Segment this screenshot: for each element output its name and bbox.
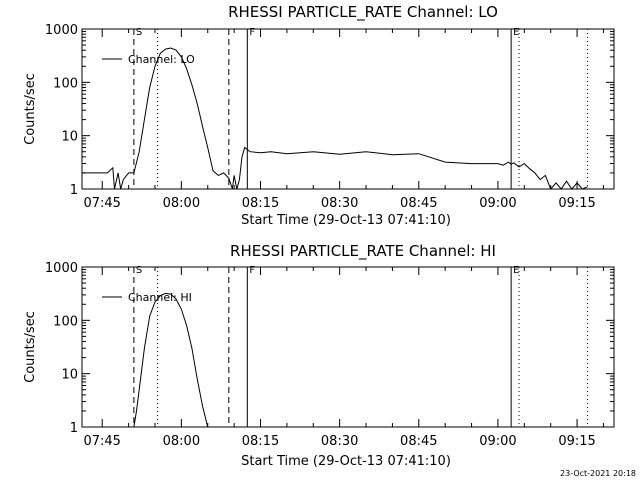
plot-frame — [81, 266, 615, 428]
y-tick-label: 100 — [53, 314, 78, 329]
event-marker-label: S — [136, 265, 142, 276]
lo-y-axis-label: Counts/sec — [23, 73, 38, 145]
lo-legend-label: Channel: LO — [128, 53, 195, 66]
date-stamp: 23-Oct-2021 20:18 — [560, 469, 636, 478]
x-tick-label: 08:15 — [242, 196, 279, 211]
y-tick-label: 10 — [61, 368, 78, 383]
x-tick-label: 08:00 — [163, 196, 200, 211]
y-tick-label: 100 — [53, 76, 78, 91]
y-tick-label: 1000 — [45, 261, 78, 276]
x-tick-label: 08:30 — [321, 196, 358, 211]
event-marker-label: F — [249, 265, 255, 276]
x-tick-label: 08:15 — [242, 434, 279, 449]
series-line — [82, 47, 588, 190]
event-marker-label: E — [513, 27, 519, 38]
event-marker-label: S — [136, 27, 142, 38]
series-line — [133, 292, 209, 428]
hi-channel-panel: RHESSI PARTICLE_RATE Channel: HI Counts/… — [23, 242, 615, 469]
x-tick-label: 09:15 — [558, 196, 595, 211]
y-tick-label: 10 — [61, 130, 78, 145]
event-marker-label: E — [513, 265, 519, 276]
lo-channel-panel: RHESSI PARTICLE_RATE Channel: LO Counts/… — [23, 3, 615, 228]
y-tick-label: 1 — [70, 421, 78, 436]
event-marker-label: F — [249, 27, 255, 38]
plot-frame — [81, 28, 615, 190]
x-tick-label: 07:45 — [83, 434, 120, 449]
hi-chart-title: RHESSI PARTICLE_RATE Channel: HI — [230, 242, 496, 261]
x-tick-label: 08:45 — [400, 196, 437, 211]
x-tick-label: 08:30 — [321, 434, 358, 449]
y-tick-label: 1 — [70, 183, 78, 198]
x-tick-label: 08:00 — [163, 434, 200, 449]
hi-x-axis-label: Start Time (29-Oct-13 07:41:10) — [241, 454, 451, 469]
hi-legend-label: Channel: HI — [128, 291, 192, 304]
x-tick-label: 08:45 — [400, 434, 437, 449]
hi-y-axis-label: Counts/sec — [23, 311, 38, 383]
x-tick-label: 09:00 — [479, 434, 516, 449]
x-tick-label: 07:45 — [83, 196, 120, 211]
y-tick-label: 1000 — [45, 23, 78, 38]
lo-x-axis-label: Start Time (29-Oct-13 07:41:10) — [241, 213, 451, 228]
x-tick-label: 09:15 — [558, 434, 595, 449]
lo-chart-title: RHESSI PARTICLE_RATE Channel: LO — [228, 3, 498, 22]
x-tick-label: 09:00 — [479, 196, 516, 211]
